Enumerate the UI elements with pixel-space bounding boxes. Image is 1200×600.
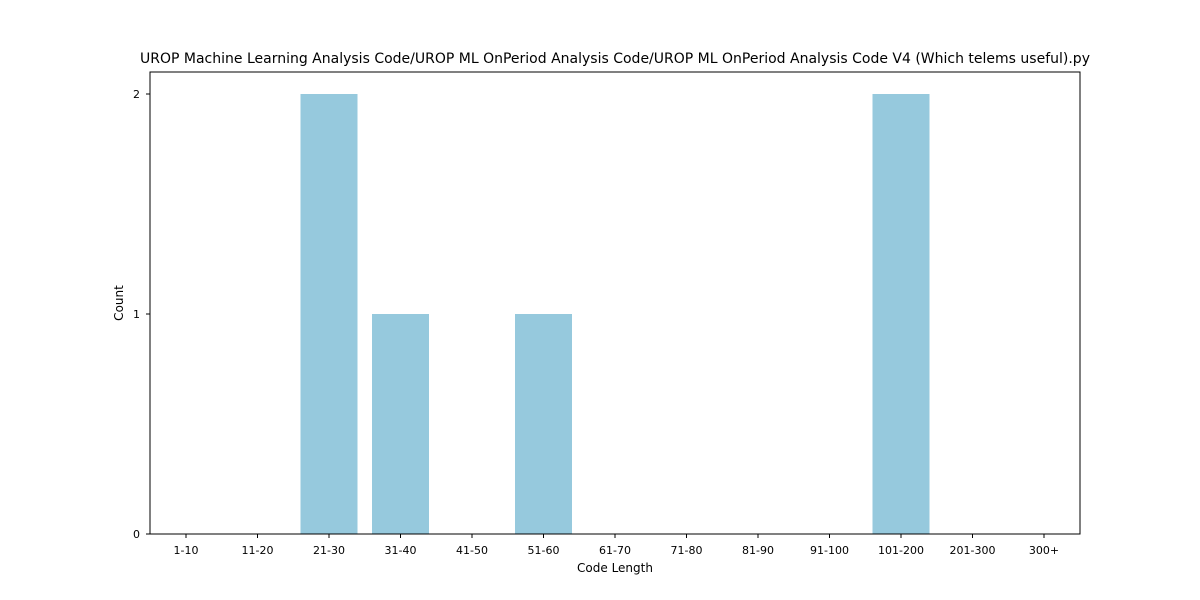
x-tick-label: 21-30	[313, 544, 345, 557]
x-tick-label: 81-90	[742, 544, 774, 557]
bars-group	[300, 94, 930, 534]
chart-title: UROP Machine Learning Analysis Code/UROP…	[140, 51, 1090, 67]
x-axis-label: Code Length	[577, 561, 653, 575]
y-tick-label: 2	[133, 88, 140, 101]
bar-21-30	[300, 94, 358, 534]
y-tick-label: 0	[133, 528, 140, 541]
x-tick-label: 201-300	[950, 544, 996, 557]
bar-31-40	[372, 314, 429, 534]
x-tick-label: 101-200	[878, 544, 924, 557]
x-tick-label: 31-40	[385, 544, 417, 557]
y-axis: 0 1 2	[133, 88, 150, 541]
bar-51-60	[515, 314, 572, 534]
bar-101-200	[872, 94, 930, 534]
plot-frame	[149, 71, 1081, 535]
x-tick-label: 1-10	[174, 544, 199, 557]
x-tick-label: 11-20	[242, 544, 274, 557]
x-tick-label: 91-100	[810, 544, 849, 557]
x-tick-label: 41-50	[456, 544, 488, 557]
x-tick-label: 300+	[1029, 544, 1059, 557]
x-tick-label: 61-70	[599, 544, 631, 557]
x-tick-label: 71-80	[671, 544, 703, 557]
y-axis-label: Count	[112, 285, 126, 321]
x-axis: 1-10 11-20 21-30 31-40 41-50 51-60 61-70 71-80 8…	[174, 534, 1059, 557]
y-tick-label: 1	[133, 308, 140, 321]
x-tick-label: 51-60	[528, 544, 560, 557]
